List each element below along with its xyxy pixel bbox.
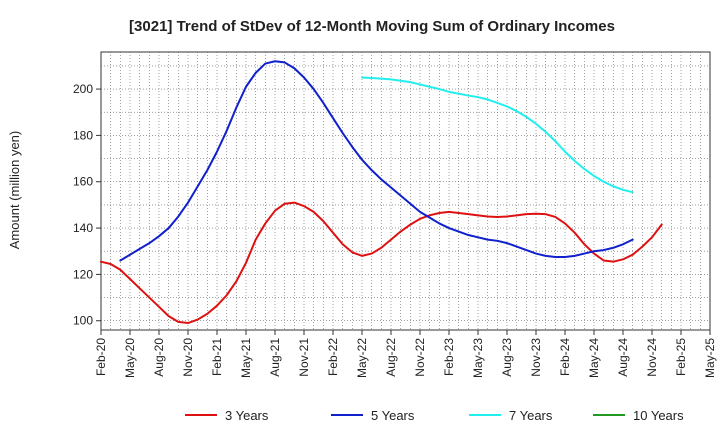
x-tick-label: May-21 [239, 338, 253, 378]
series-line-5-years [119, 60, 634, 262]
series-line-3-years [100, 201, 663, 325]
legend-label-5-years: 5 Years [371, 408, 415, 423]
y-tick-label: 100 [73, 314, 93, 328]
y-tick-label: 140 [73, 221, 93, 235]
y-tick-label: 120 [73, 267, 93, 281]
plot-area [100, 51, 711, 331]
y-axis-label: Amount (million yen) [7, 131, 22, 250]
y-tick-label: 180 [73, 128, 93, 142]
x-tick-label: May-23 [471, 338, 485, 378]
x-tick-label: Feb-25 [674, 338, 688, 376]
legend-label-10-years: 10 Years [633, 408, 684, 423]
x-tick-label: Nov-23 [529, 338, 543, 377]
x-tick-label: Feb-24 [558, 338, 572, 376]
x-tick-label: Aug-23 [500, 338, 514, 377]
x-tick-label: Nov-20 [181, 338, 195, 377]
chart-title: [3021] Trend of StDev of 12-Month Moving… [129, 18, 615, 35]
x-tick-label: Aug-22 [384, 338, 398, 377]
vertical-grid [110, 52, 701, 330]
x-tick-label: Aug-20 [152, 338, 166, 377]
legend-label-7-years: 7 Years [509, 408, 553, 423]
x-tick-label: Nov-22 [413, 338, 427, 377]
y-axis-ticks: 100 120 140 160 180 200 [73, 82, 101, 328]
x-tick-label: May-22 [355, 338, 369, 378]
x-tick-label: Feb-21 [210, 338, 224, 376]
x-tick-label: May-24 [587, 338, 601, 378]
horizontal-grid [101, 65, 710, 322]
legend-label-3-years: 3 Years [225, 408, 269, 423]
x-tick-label: Aug-21 [268, 338, 282, 377]
x-tick-label: Nov-24 [645, 338, 659, 377]
x-tick-label: Feb-22 [326, 338, 340, 376]
y-tick-label: 160 [73, 175, 93, 189]
series-line-7-years [361, 76, 634, 194]
series-layer [100, 60, 663, 325]
x-tick-label: Aug-24 [616, 338, 630, 377]
x-tick-label: Nov-21 [297, 338, 311, 377]
x-tick-label: Feb-23 [442, 338, 456, 376]
x-tick-label: May-25 [703, 338, 717, 378]
x-tick-label: May-20 [123, 338, 137, 378]
y-tick-label: 200 [73, 82, 93, 96]
x-axis-ticks: Feb-20 May-20 Aug-20 Nov-20 Feb-21 May-21 Aug-… [94, 330, 717, 378]
x-tick-label: Feb-20 [94, 338, 108, 376]
legend: 3 Years 5 Years 7 Years 10 Years [185, 408, 684, 423]
